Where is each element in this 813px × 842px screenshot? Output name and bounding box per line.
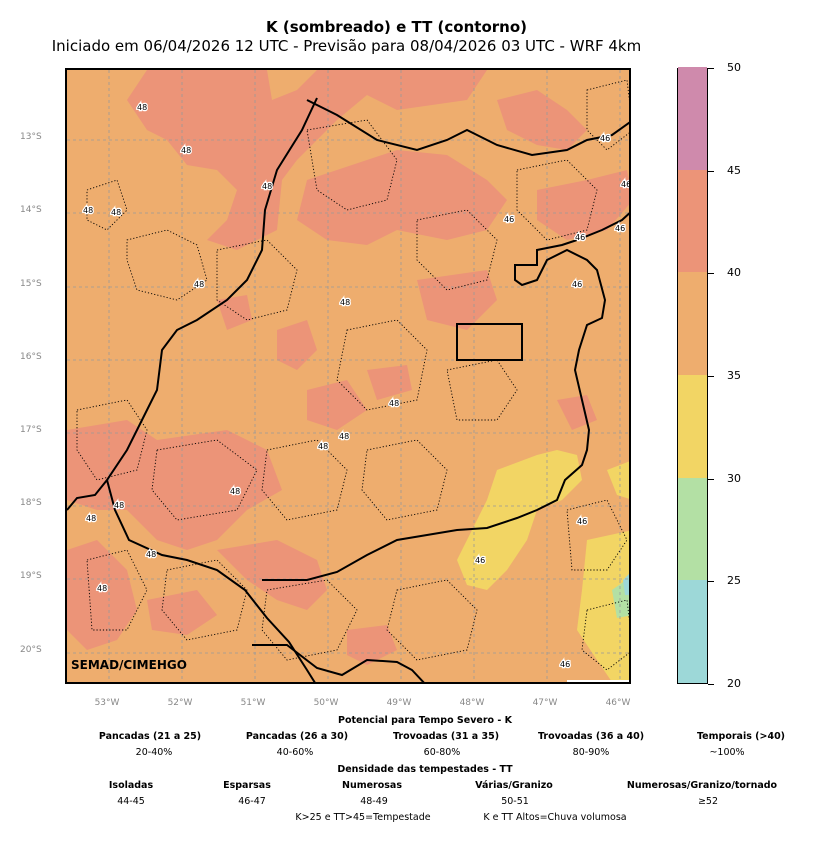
- colorbar-label: 40: [727, 266, 741, 279]
- tt-legend-item-value: 46-47: [238, 796, 266, 807]
- tt-legend-item-name: Numerosas: [342, 780, 402, 791]
- contour-label: 46: [572, 280, 582, 289]
- colorbar-segment: [678, 169, 707, 273]
- graticule: [67, 70, 629, 682]
- k-legend-item-value: 60-80%: [423, 747, 461, 758]
- lat-label: 13°S: [20, 132, 42, 142]
- lon-label: 48°W: [459, 698, 485, 708]
- k-legend-item-value: 20-40%: [135, 747, 173, 758]
- colorbar-tick: [708, 171, 714, 172]
- lat-label: 16°S: [20, 352, 42, 362]
- contour-label: 48: [340, 298, 350, 307]
- tt-contours: [76, 79, 629, 671]
- lat-label: 18°S: [20, 498, 42, 508]
- tt-legend-item-name: Isoladas: [108, 780, 154, 791]
- forecast-map: 48 48 48 48 48 48 48 48 48 48 48 48 48 4…: [67, 70, 631, 682]
- contour-label: 46: [600, 134, 610, 143]
- lon-label: 53°W: [94, 698, 120, 708]
- lon-label: 49°W: [386, 698, 412, 708]
- legend-note-storm: K>25 e TT>45=Tempestade: [295, 812, 431, 823]
- contour-label: 46: [504, 215, 514, 224]
- contour-label: 48: [114, 501, 124, 510]
- chart-subtitle: Iniciado em 06/04/2026 12 UTC - Previsão…: [51, 37, 642, 55]
- colorbar-label: 35: [727, 369, 741, 382]
- contour-label: 46: [621, 180, 631, 189]
- lat-label: 19°S: [20, 571, 42, 581]
- colorbar-segment: [678, 272, 707, 375]
- colorbar-tick: [708, 273, 714, 274]
- tt-legend-item-value: ≥52: [697, 796, 719, 807]
- k-legend-item-value: ~100%: [709, 747, 745, 758]
- contour-labels: 48 48 48 48 48 48 48 48 48 48 48 48 48 4…: [82, 102, 631, 671]
- k-legend-item-name: Trovoadas (31 a 35): [392, 731, 500, 742]
- lon-label: 51°W: [240, 698, 266, 708]
- colorbar-segment: [678, 580, 707, 683]
- tt-legend-item-value: 48-49: [360, 796, 388, 807]
- lat-label: 20°S: [20, 645, 42, 655]
- contour-label: 46: [575, 233, 585, 242]
- legend-note-rain: K e TT Altos=Chuva volumosa: [483, 812, 627, 823]
- map-panel: 48 48 48 48 48 48 48 48 48 48 48 48 48 4…: [65, 68, 631, 684]
- colorbar-label: 45: [727, 164, 741, 177]
- colorbar-segment: [678, 67, 707, 170]
- k-legend-item-name: Trovoadas (36 a 40): [537, 731, 645, 742]
- contour-label: 48: [146, 550, 156, 559]
- tt-legend-item-value: 50-51: [501, 796, 529, 807]
- contour-label: 48: [262, 182, 272, 191]
- colorbar-segment: [678, 375, 707, 478]
- colorbar-tick: [708, 68, 714, 69]
- contour-label: 46: [560, 660, 570, 669]
- lon-label: 52°W: [167, 698, 193, 708]
- contour-label: 48: [389, 399, 399, 408]
- lon-label: 47°W: [532, 698, 558, 708]
- tt-legend-item-value: 44-45: [117, 796, 145, 807]
- contour-label: 48: [137, 103, 147, 112]
- k-legend-item-name: Pancadas (21 a 25): [98, 731, 202, 742]
- tt-legend-title: Densidade das tempestades - TT: [337, 764, 513, 775]
- lat-label: 14°S: [20, 205, 42, 215]
- colorbar-label: 30: [727, 472, 741, 485]
- contour-label: 46: [615, 224, 625, 233]
- lat-label: 17°S: [20, 425, 42, 435]
- contour-label: 48: [318, 442, 328, 451]
- colorbar-tick: [708, 376, 714, 377]
- lon-label: 50°W: [313, 698, 339, 708]
- k-legend-item-name: Temporais (>40): [696, 731, 786, 742]
- k-legend-title: Potencial para Tempo Severo - K: [338, 715, 512, 726]
- colorbar-tick: [708, 684, 714, 685]
- k-legend-item-value: 40-60%: [276, 747, 314, 758]
- colorbar-label: 20: [727, 677, 741, 690]
- colorbar-label: 50: [727, 61, 741, 74]
- k-legend-item-name: Pancadas (26 a 30): [245, 731, 349, 742]
- lat-label: 15°S: [20, 279, 42, 289]
- contour-label: 48: [194, 280, 204, 289]
- state-borders: [67, 97, 629, 682]
- lon-label: 46°W: [605, 698, 631, 708]
- contour-label: 48: [339, 432, 349, 441]
- tt-legend-item-name: Esparsas: [223, 780, 271, 791]
- chart-title: K (sombreado) e TT (contorno): [266, 18, 527, 36]
- contour-label: 46: [577, 517, 587, 526]
- k-legend-item-value: 80-90%: [572, 747, 610, 758]
- tt-legend-item-name: Numerosas/Granizo/tornado: [626, 780, 778, 791]
- contour-label: 48: [97, 584, 107, 593]
- colorbar-tick: [708, 581, 714, 582]
- contour-label: 48: [111, 208, 121, 217]
- contour-label: 48: [86, 514, 96, 523]
- k-35-40-field: [67, 70, 629, 682]
- colorbar-tick: [708, 479, 714, 480]
- colorbar: [677, 67, 708, 684]
- no-data-strip: [567, 680, 629, 682]
- contour-label: 48: [230, 487, 240, 496]
- k-40-45-regions: [67, 70, 629, 665]
- colorbar-segment: [678, 477, 707, 581]
- contour-label: 46: [475, 556, 485, 565]
- contour-label: 48: [181, 146, 191, 155]
- watermark: SEMAD/CIMEHGO: [71, 658, 187, 672]
- tt-legend-item-name: Várias/Granizo: [475, 780, 553, 791]
- colorbar-label: 25: [727, 574, 741, 587]
- contour-label: 48: [83, 206, 93, 215]
